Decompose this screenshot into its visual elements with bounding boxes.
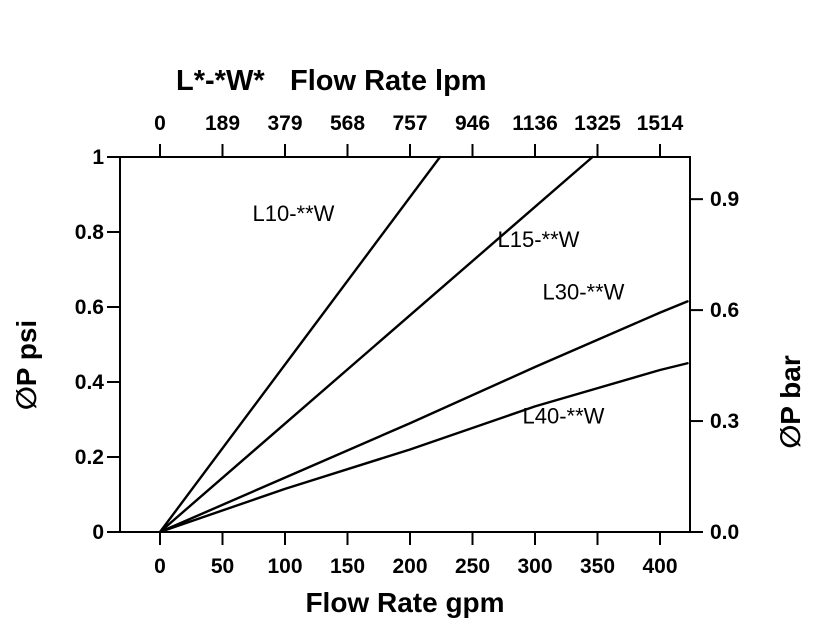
right-axis-title: ∅P bar	[775, 355, 806, 449]
bottom-axis-title: Flow Rate gpm	[305, 587, 504, 618]
curve-L40-**W	[158, 362, 689, 534]
curve-label-L10-**W: L10-**W	[253, 201, 335, 226]
left-axis-title: ∅P psi	[11, 320, 42, 410]
left-axis-tick-label: 0.2	[75, 446, 104, 469]
top-axis-tick-label: 1325	[574, 112, 621, 135]
bottom-axis-tick-label: 250	[455, 555, 490, 578]
left-axis-tick-label: 1	[92, 146, 104, 169]
chart-title-series: L*-*W*	[176, 65, 265, 97]
top-axis-title: Flow Rate lpm	[290, 65, 487, 97]
bottom-axis-tick-label: 350	[580, 555, 615, 578]
curve-L30-**W	[158, 300, 689, 534]
curve-L15-**W	[158, 155, 594, 534]
curve-L10-**W	[158, 155, 442, 534]
bottom-axis-tick-label: 150	[330, 555, 365, 578]
bottom-axis-tick-label: 0	[154, 555, 166, 578]
top-axis-tick-label: 946	[455, 112, 490, 135]
curve-label-L30-**W: L30-**W	[543, 280, 625, 305]
plot-frame	[119, 156, 691, 533]
right-axis-tick-label: 0.9	[710, 188, 739, 211]
right-axis-tick-label: 0.0	[710, 521, 739, 544]
top-axis-tick-label: 0	[154, 112, 166, 135]
left-axis-tick-label: 0	[92, 521, 104, 544]
left-axis-tick-label: 0.8	[75, 221, 105, 244]
bottom-axis-tick-label: 50	[211, 555, 234, 578]
curve-label-L15-**W: L15-**W	[498, 227, 580, 252]
bottom-axis-tick-label: 300	[517, 555, 552, 578]
left-axis-tick-label: 0.6	[75, 296, 104, 319]
right-axis-ticks: 0.0 0.3 0.6 0.9	[690, 188, 739, 544]
bottom-axis-tick-label: 400	[642, 555, 677, 578]
left-axis-tick-label: 0.4	[75, 371, 105, 394]
curve-label-L40-**W: L40-**W	[523, 403, 605, 428]
bottom-axis-ticks: 0 50 100 150 200 250 300 350 400	[154, 532, 678, 578]
top-axis-tick-label: 757	[392, 112, 427, 135]
curve-labels: L10-**W L15-**W L30-**W L40-**W	[253, 201, 625, 429]
right-axis-tick-label: 0.3	[710, 410, 739, 433]
curve-lines	[158, 155, 689, 534]
right-axis-tick-label: 0.6	[710, 299, 739, 322]
left-axis-ticks: 0 0.2 0.4 0.6 0.8 1	[75, 146, 120, 544]
top-axis-tick-label: 1514	[637, 112, 684, 135]
top-axis-tick-label: 1136	[512, 112, 558, 135]
bottom-axis-tick-label: 200	[392, 555, 427, 578]
top-axis-tick-label: 189	[205, 112, 240, 135]
top-axis-tick-label: 568	[330, 112, 365, 135]
bottom-axis-tick-label: 100	[267, 555, 302, 578]
top-axis-ticks: 0 189 379 568 757 946 1136 1325 1514	[154, 112, 684, 157]
top-axis-tick-label: 379	[267, 112, 302, 135]
